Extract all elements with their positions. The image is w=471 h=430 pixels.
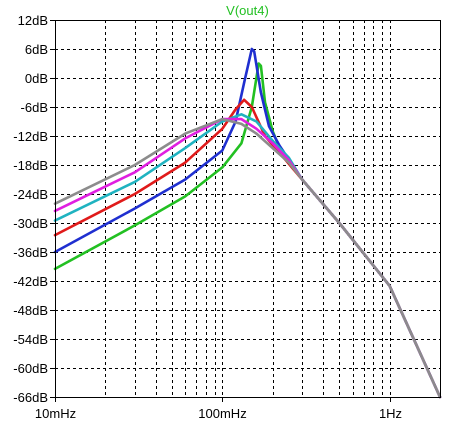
plot-frame: [55, 20, 441, 398]
y-tick-label: -36dB: [13, 245, 48, 260]
x-tick-label: 1Hz: [379, 406, 402, 421]
series-line-6: [53, 117, 442, 399]
y-tick-label: -24dB: [13, 187, 48, 202]
y-tick-label: -6dB: [21, 100, 48, 115]
y-tick-label: -54dB: [13, 332, 48, 347]
y-tick-label: -30dB: [13, 216, 48, 231]
x-tick-label: 100mHz: [198, 406, 246, 421]
grid: [55, 20, 441, 398]
y-tick-label: -18dB: [13, 158, 48, 173]
x-axis-ticks: 10mHz 100mHz 1Hz: [35, 397, 402, 421]
y-tick-label: -66dB: [13, 390, 48, 405]
y-tick-label: -60dB: [13, 361, 48, 376]
chart-title: V(out4): [226, 3, 269, 18]
y-tick-label: 0dB: [25, 71, 48, 86]
y-tick-label: 12dB: [18, 13, 48, 28]
y-tick-label: -42dB: [13, 274, 48, 289]
y-tick-label: -12dB: [13, 129, 48, 144]
plot-border: [55, 20, 441, 398]
y-tick-label: 6dB: [25, 42, 48, 57]
y-axis-ticks: 12dB 6dB 0dB -6dB -12dB -18dB -24dB -30dB -36dB -…: [13, 13, 55, 405]
series-layer: [53, 47, 442, 399]
y-tick-label: -48dB: [13, 303, 48, 318]
x-tick-label: 10mHz: [35, 406, 76, 421]
